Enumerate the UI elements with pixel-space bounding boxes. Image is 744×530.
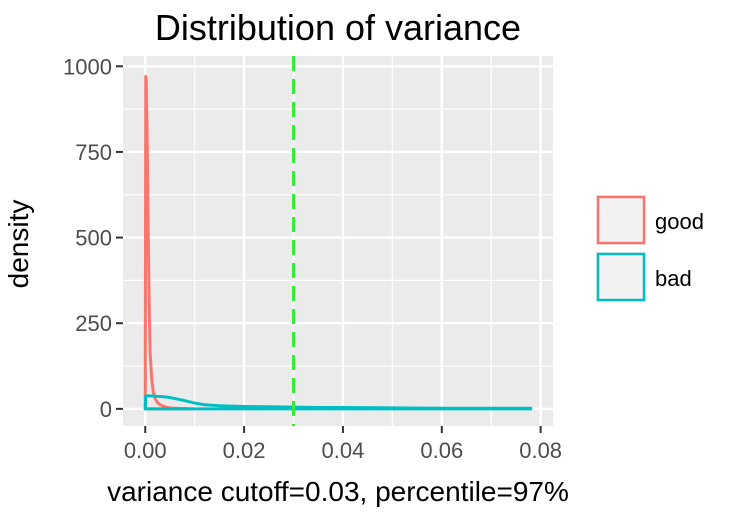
y-tick-label: 0 xyxy=(100,397,112,422)
legend-key-good xyxy=(596,195,646,245)
legend-label-good: good xyxy=(655,209,704,234)
y-tick-label: 750 xyxy=(75,140,112,165)
chart-title: Distribution of variance xyxy=(155,7,521,48)
x-tick-label: 0.08 xyxy=(519,438,562,463)
y-tick-label: 1000 xyxy=(63,54,112,79)
y-tick-label: 500 xyxy=(75,226,112,251)
legend-key-bad xyxy=(596,252,646,302)
x-tick-label: 0.00 xyxy=(124,438,167,463)
y-tick-label: 250 xyxy=(75,311,112,336)
plot-panel xyxy=(123,56,553,426)
x-tick-label: 0.02 xyxy=(223,438,266,463)
x-tick-label: 0.04 xyxy=(322,438,365,463)
legend-key-outline-bad xyxy=(596,252,646,302)
x-axis-label: variance cutoff=0.03, percentile=97% xyxy=(107,476,569,507)
y-axis-label: density xyxy=(3,200,34,289)
legend-label-bad: bad xyxy=(655,266,692,291)
density-curve-bad xyxy=(143,394,533,411)
axes: 0.00 0.02 0.04 0.06 0.08 0 250 500 750 1000 xyxy=(63,54,562,463)
legend-key-outline-good xyxy=(596,195,646,245)
legend: good bad xyxy=(596,195,704,302)
x-tick-label: 0.06 xyxy=(420,438,463,463)
panel-background xyxy=(123,56,553,426)
